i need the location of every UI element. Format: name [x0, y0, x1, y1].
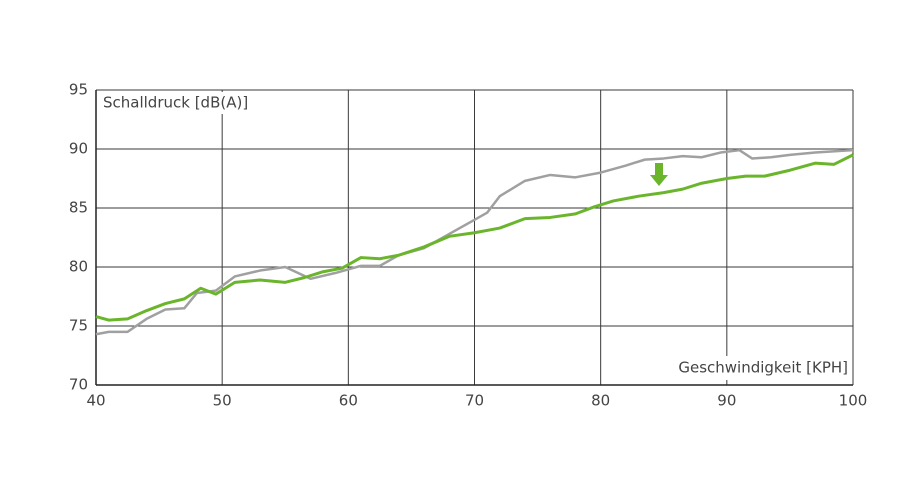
data-line [95, 153, 854, 322]
x-tick-label: 70 [465, 392, 484, 410]
y-tick-label: 90 [69, 140, 88, 158]
grid [95, 89, 854, 386]
x-tick-label: 40 [86, 392, 105, 410]
y-tick-label: 80 [69, 258, 88, 276]
y-axis-label: Schalldruck [dB(A)] [103, 94, 248, 112]
x-axis-label: Geschwindigkeit [KPH] [678, 359, 848, 377]
x-tick-label: 80 [591, 392, 610, 410]
x-tick-label: 50 [213, 392, 232, 410]
x-tick-label: 60 [339, 392, 358, 410]
y-tick-label: 75 [69, 317, 88, 335]
label-bg [98, 92, 276, 114]
lines [95, 148, 854, 336]
x-tick-label: 90 [717, 392, 736, 410]
label-bg [640, 356, 852, 380]
y-tick-label: 70 [69, 376, 88, 394]
y-tick-label: 95 [69, 81, 88, 99]
y-tick-label: 85 [69, 199, 88, 217]
arrow-icon [650, 163, 668, 186]
data-line [95, 148, 854, 336]
x-tick-label: 100 [839, 392, 868, 410]
